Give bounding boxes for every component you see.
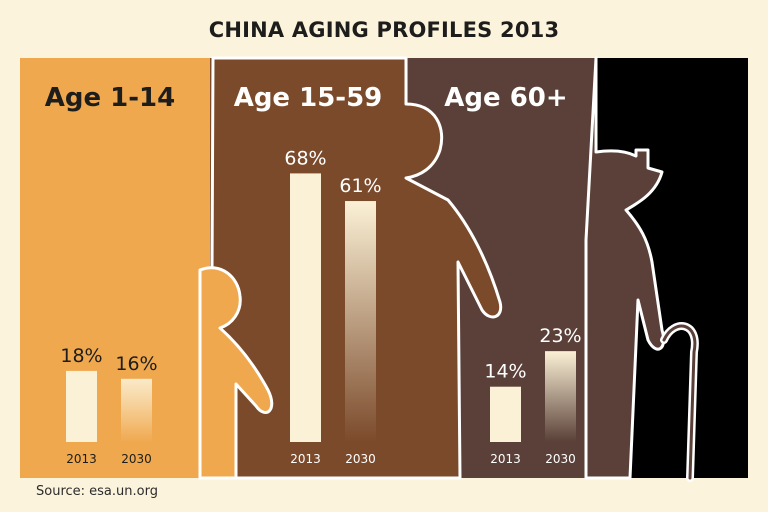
year-label-2-2013: 2013 [290, 452, 321, 466]
bar-3-2030 [545, 351, 576, 442]
year-label-2-2030: 2030 [345, 452, 376, 466]
category-label-15-59: Age 15-59 [234, 83, 383, 113]
bars-group: 18% 2013 16% 2030 68% 2013 61% 2030 14% 2013 23% 20… [60, 147, 581, 466]
chart-title: CHINA AGING PROFILES 2013 [208, 18, 560, 42]
source-note: Source: esa.un.org [36, 484, 158, 499]
bar-2-2030 [345, 201, 376, 442]
value-label-2-2013: 68% [284, 147, 326, 169]
year-label-3-2013: 2013 [490, 452, 521, 466]
year-label-3-2030: 2030 [545, 452, 576, 466]
bar-2-2013 [290, 173, 321, 442]
elder-silhouette [584, 56, 665, 480]
value-label-3-2013: 14% [484, 361, 526, 383]
year-label-1-2013: 2013 [66, 452, 97, 466]
bar-1-2030 [121, 378, 152, 442]
value-label-1-2013: 18% [60, 345, 102, 367]
value-label-2-2030: 61% [339, 175, 381, 197]
child-silhouette [198, 266, 274, 480]
value-label-3-2030: 23% [539, 325, 581, 347]
value-label-1-2030: 16% [115, 353, 157, 375]
category-label-1-14: Age 1-14 [45, 83, 175, 113]
bar-1-2013 [66, 370, 97, 442]
bar-3-2013 [490, 386, 521, 442]
year-label-1-2030: 2030 [121, 452, 152, 466]
category-label-60-plus: Age 60+ [444, 83, 567, 113]
cane-inner [662, 324, 697, 480]
